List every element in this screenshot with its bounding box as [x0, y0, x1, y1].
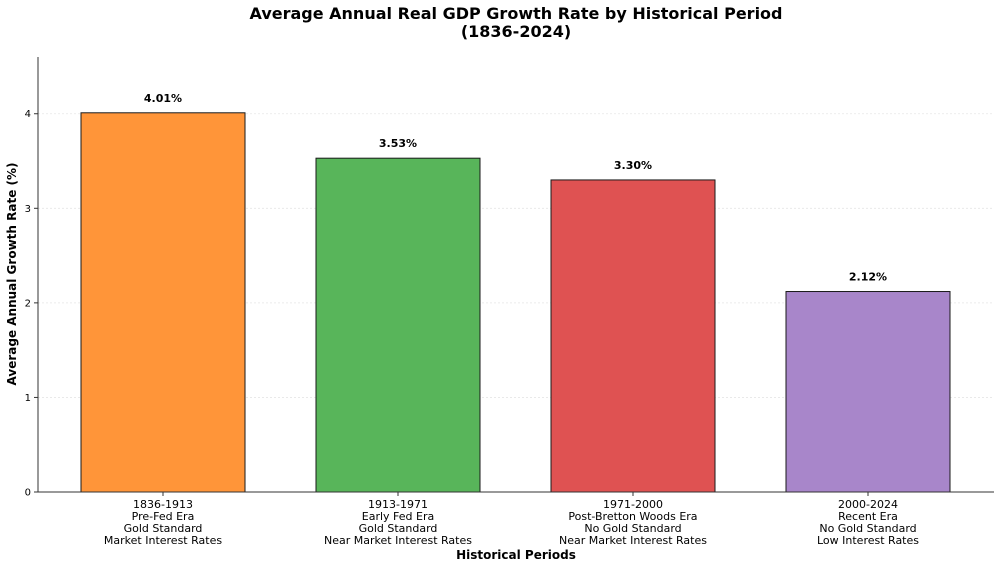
data-label: 3.53% — [379, 137, 417, 150]
data-label: 3.30% — [614, 159, 652, 172]
x-tick-label: Post-Bretton Woods Era — [568, 510, 697, 523]
x-tick-label: 1971-2000 — [603, 498, 663, 511]
x-tick-label: 2000-2024 — [838, 498, 898, 511]
data-label: 4.01% — [144, 92, 182, 105]
x-tick-label: 1913-1971 — [368, 498, 428, 511]
bar — [785, 291, 951, 493]
x-tick-label: Pre-Fed Era — [132, 510, 195, 523]
bar — [315, 157, 481, 493]
chart-title-line: (1836-2024) — [461, 22, 571, 41]
bars — [80, 112, 951, 493]
y-axis-ticks: 0 1 2 3 4 — [25, 109, 38, 499]
x-tick-label: Market Interest Rates — [104, 534, 222, 547]
value-labels: 4.01% 3.53% 3.30% 2.12% — [144, 92, 887, 284]
x-tick-label: Near Market Interest Rates — [559, 534, 707, 547]
data-label: 2.12% — [849, 271, 887, 284]
y-axis-label: Average Annual Growth Rate (%) — [5, 163, 19, 386]
x-tick-label: Low Interest Rates — [817, 534, 919, 547]
x-tick-label: Gold Standard — [359, 522, 438, 535]
x-axis-label: Historical Periods — [456, 548, 576, 562]
x-tick-label: Near Market Interest Rates — [324, 534, 472, 547]
axes — [37, 57, 994, 493]
x-tick-label: No Gold Standard — [819, 522, 916, 535]
chart-title-line: Average Annual Real GDP Growth Rate by H… — [250, 4, 783, 23]
x-tick-label: Gold Standard — [124, 522, 203, 535]
y-tick-label: 0 — [25, 488, 31, 499]
y-tick-label: 3 — [25, 204, 31, 215]
chart-title: Average Annual Real GDP Growth Rate by H… — [250, 4, 783, 41]
x-tick-label: No Gold Standard — [584, 522, 681, 535]
y-tick-label: 2 — [25, 298, 31, 309]
bar — [550, 179, 716, 493]
x-tick-label: Early Fed Era — [362, 510, 434, 523]
y-tick-label: 4 — [25, 109, 31, 120]
x-tick-label: Recent Era — [838, 510, 898, 523]
x-tick-label: 1836-1913 — [133, 498, 193, 511]
bar — [80, 112, 246, 493]
y-tick-label: 1 — [25, 393, 31, 404]
